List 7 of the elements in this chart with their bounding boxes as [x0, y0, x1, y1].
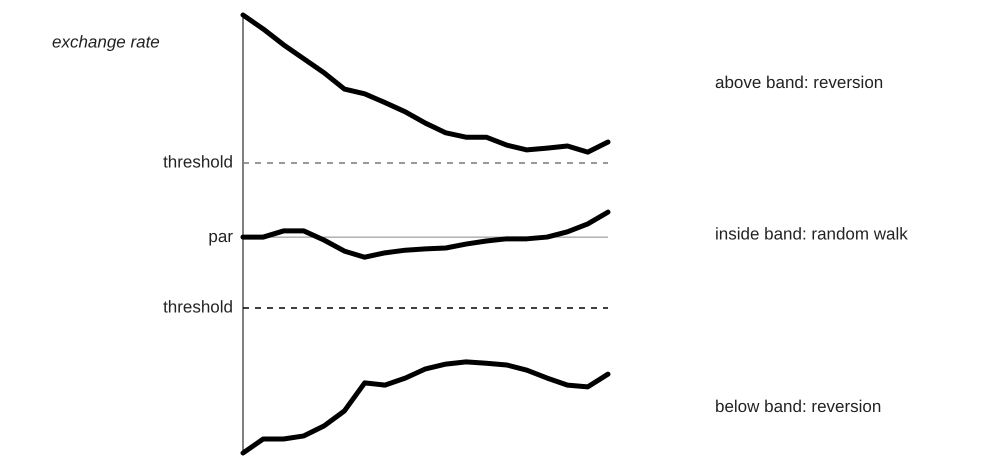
ref-line-label: par: [208, 226, 234, 246]
ref-line-label: threshold: [163, 298, 233, 317]
y-axis-title: exchange rate: [52, 32, 160, 52]
text: above band: reversion: [715, 73, 884, 92]
text: below band: reversion: [715, 397, 882, 416]
ref-line-label: threshold: [163, 152, 233, 172]
text: inside band: random walk: [715, 224, 908, 244]
